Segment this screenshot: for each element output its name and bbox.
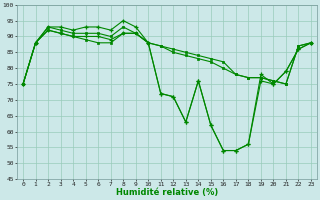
X-axis label: Humidité relative (%): Humidité relative (%) xyxy=(116,188,218,197)
